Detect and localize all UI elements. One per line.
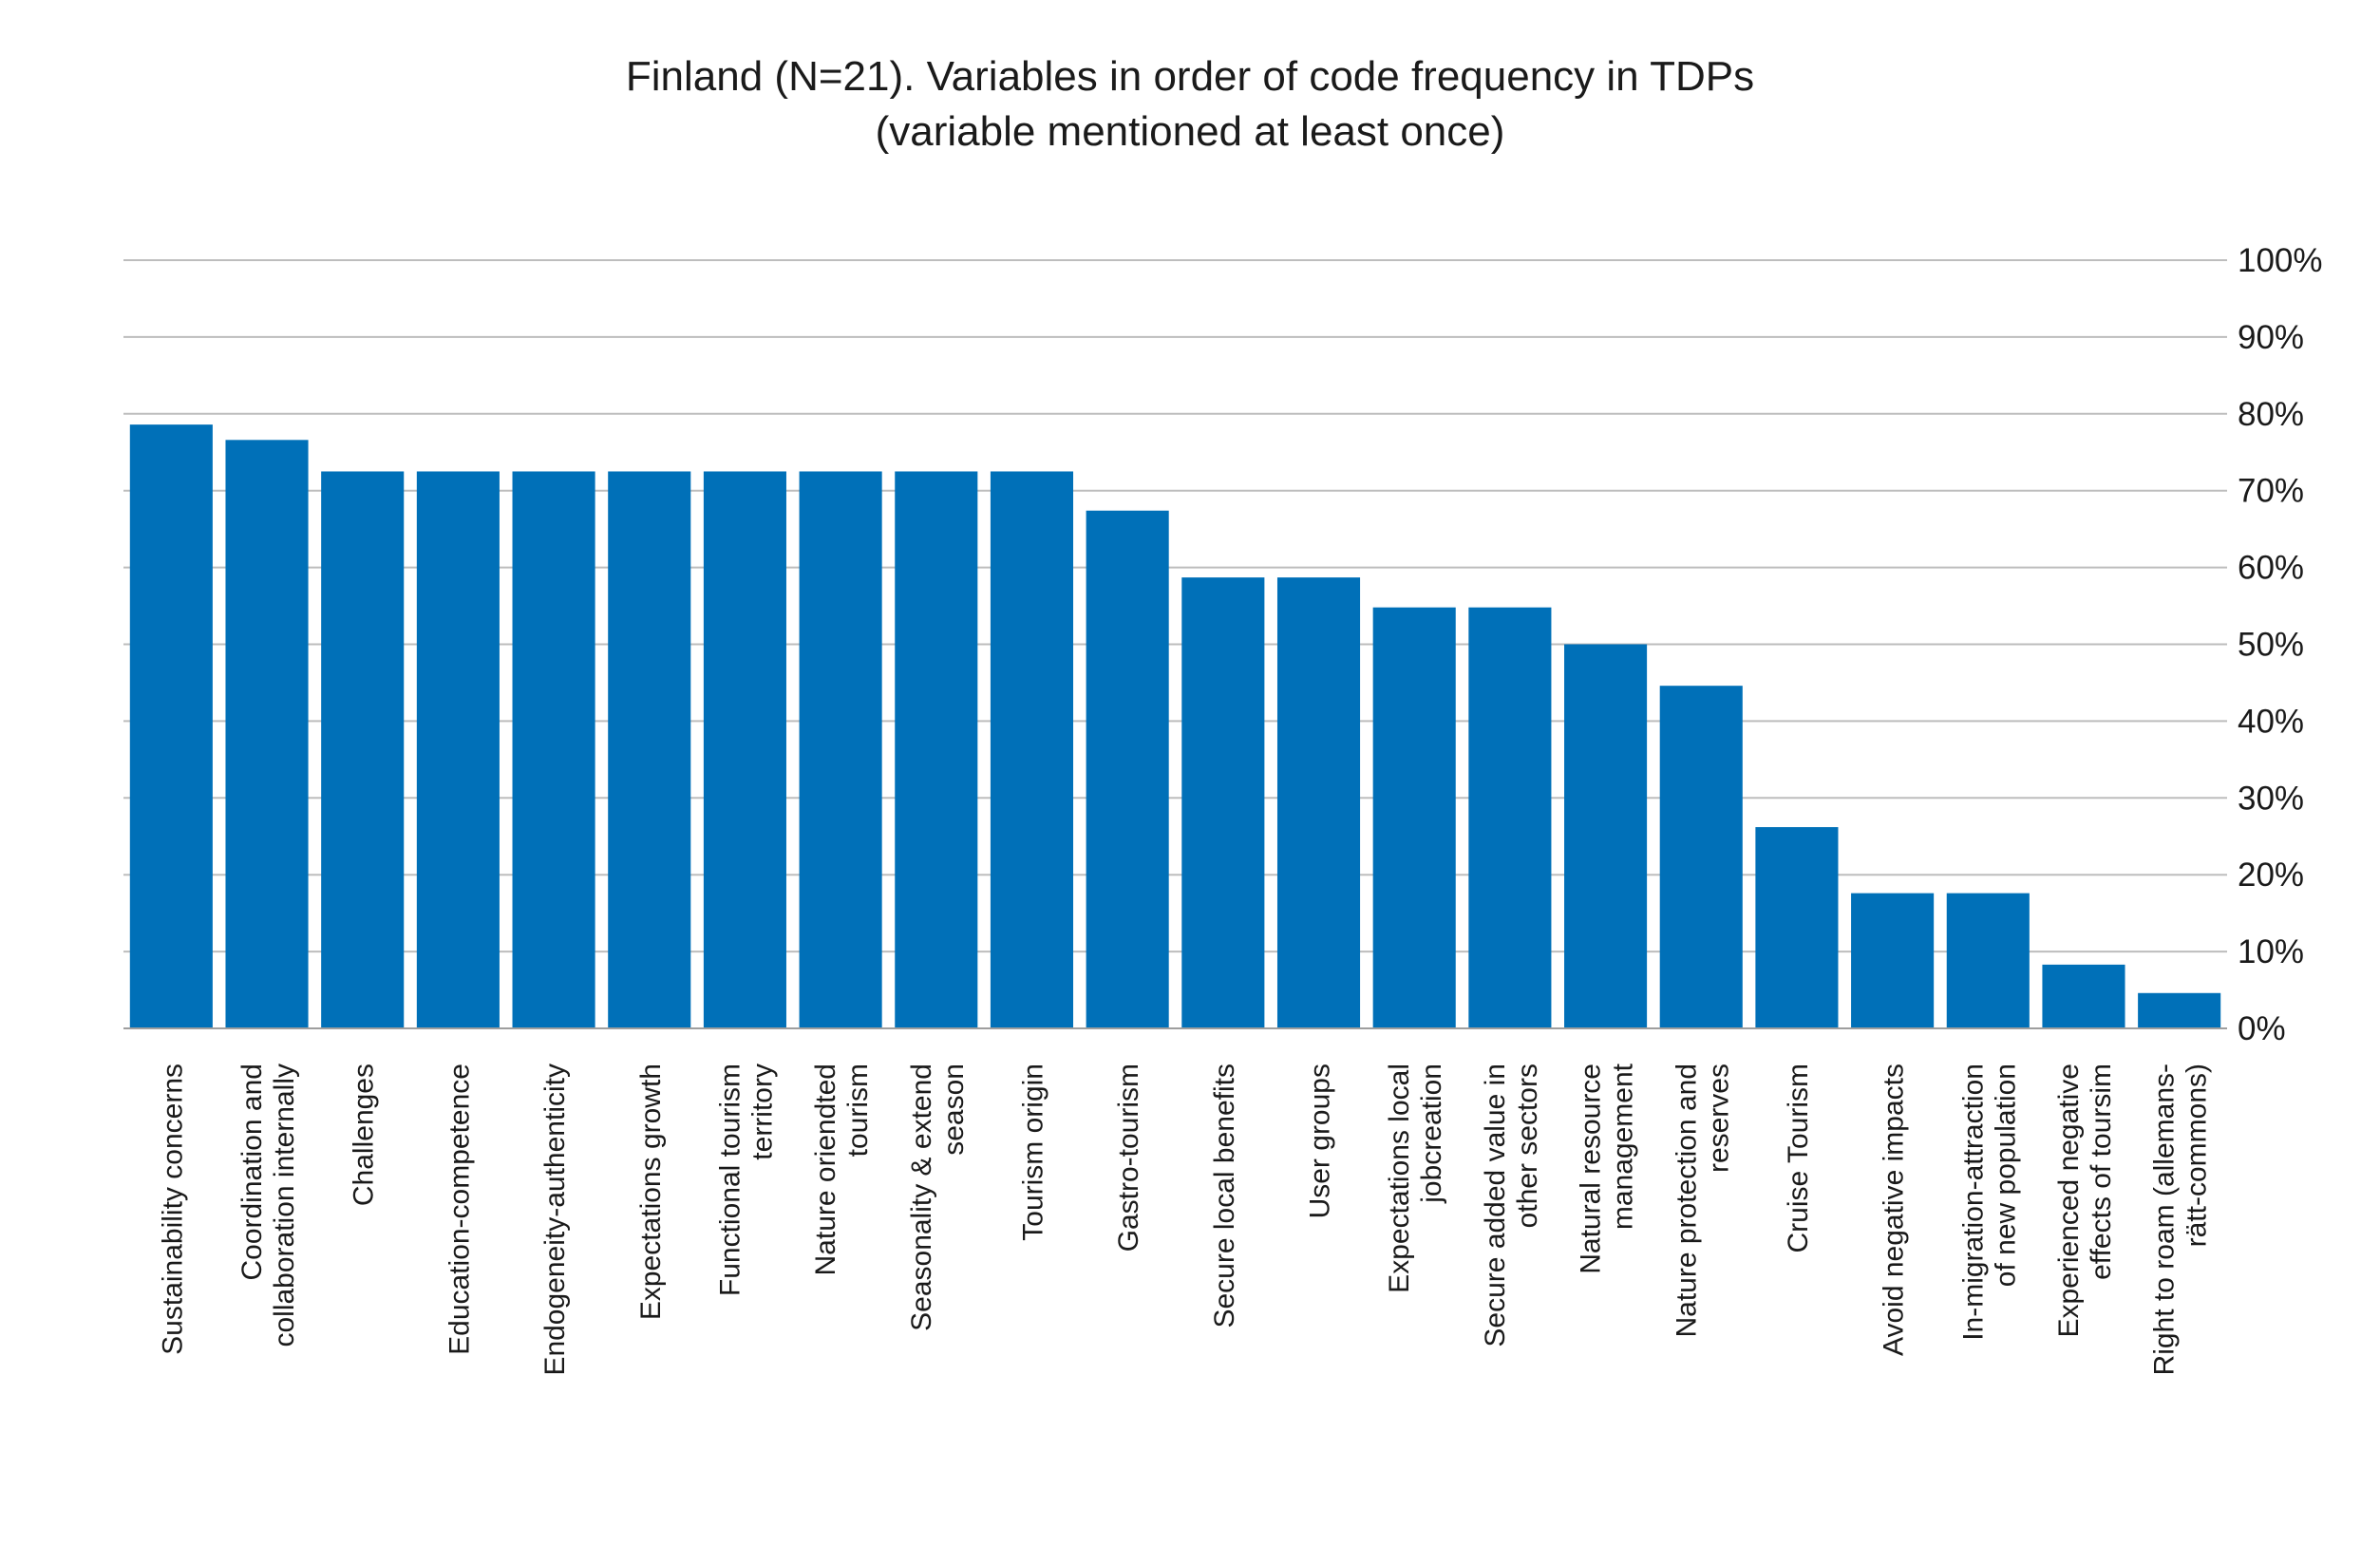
x-tick-label: other sectors [1512, 1064, 1543, 1228]
x-tick-label: Functional tourism [714, 1064, 746, 1296]
x-tick-label: Cruise Tourism [1783, 1064, 1814, 1253]
x-tick-label: Nature oriendted [810, 1064, 841, 1275]
x-tick-label: effects of toursim [2086, 1064, 2117, 1280]
chart-title: Finland (N=21). Variables in order of co… [0, 49, 2380, 160]
bar [1851, 893, 1935, 1028]
y-tick-label: 0% [2238, 1010, 2286, 1047]
x-tick-label: Natural resource [1576, 1064, 1607, 1274]
x-tick-label: Experienced negative [2053, 1064, 2085, 1338]
y-tick-label: 50% [2238, 627, 2304, 664]
bar [895, 471, 978, 1029]
category-labels: Sustainability concerns Coordination and c… [157, 1063, 2212, 1375]
bar [1946, 893, 2030, 1028]
x-tick-label: In-migration-attraction [1957, 1064, 1989, 1341]
bar [1468, 607, 1552, 1028]
x-tick-label: Secure added value in [1480, 1064, 1511, 1347]
x-tick-label: Sustainability concerns [157, 1064, 188, 1355]
x-tick-label: jobcreation [1416, 1064, 1447, 1204]
x-tick-label: Challenges [349, 1064, 380, 1206]
x-tick-label: Expectations growth [635, 1064, 667, 1320]
x-tick-label: User groups [1305, 1064, 1336, 1218]
bar [990, 471, 1074, 1029]
x-tick-label: Right to roam (allemans- [2149, 1064, 2181, 1375]
bar [1276, 577, 1361, 1028]
x-tick-label: rätt-commons) [2182, 1064, 2213, 1247]
x-tick-label: Nature protection and [1671, 1064, 1702, 1338]
x-tick-label: season [938, 1064, 970, 1156]
x-tick-label: Gastro-tourism [1113, 1064, 1144, 1252]
chart-subtitle-line: (variable mentioned at least once) [875, 108, 1505, 155]
y-tick-label: 30% [2238, 780, 2304, 817]
bar [608, 471, 691, 1029]
y-tick-label: 60% [2238, 550, 2304, 587]
x-tick-label: Education-competence [444, 1064, 475, 1355]
x-tick-label: Avoid negative impacts [1879, 1064, 1910, 1356]
x-tick-label: reserves [1703, 1064, 1734, 1173]
x-tick-label: tourism [842, 1064, 874, 1157]
x-tick-label: of new population [1990, 1064, 2021, 1287]
x-tick-label: Expectations local [1384, 1064, 1415, 1293]
bar [512, 471, 595, 1029]
y-tick-label: 10% [2238, 933, 2304, 970]
y-tick-label: 80% [2238, 396, 2304, 433]
y-tick-label: 100% [2238, 242, 2323, 279]
bar [2042, 964, 2125, 1028]
x-tick-label: Tourism origin [1017, 1064, 1048, 1241]
bar [416, 471, 500, 1029]
bar [1372, 607, 1456, 1028]
bars [129, 424, 2221, 1029]
y-tick-label: 70% [2238, 473, 2304, 510]
y-tick-label: 20% [2238, 857, 2304, 894]
y-tick-label: 90% [2238, 319, 2304, 356]
bar [129, 424, 213, 1029]
x-tick-label: Seasonality & extend [906, 1064, 937, 1331]
bar [703, 471, 786, 1029]
x-tick-label: territory [746, 1064, 778, 1160]
axes: 0% 10% 20% 30% 40% 50% 60% 70% 80% 90% 100% [123, 242, 2323, 1047]
bar [1659, 686, 1743, 1028]
bar [2138, 992, 2221, 1028]
x-tick-label: Coordination and [236, 1064, 268, 1281]
x-tick-label: collaboration internally [269, 1064, 300, 1347]
bar [1181, 577, 1265, 1028]
bar [321, 471, 405, 1029]
bar [1564, 644, 1648, 1028]
x-tick-label: Endogeneity-authenticity [539, 1064, 571, 1376]
bar [1086, 510, 1169, 1028]
y-tick-label: 40% [2238, 703, 2304, 740]
bar [1755, 827, 1839, 1028]
x-tick-label: management [1608, 1063, 1639, 1230]
bar [799, 471, 882, 1029]
x-tick-label: Secure local benefits [1209, 1064, 1240, 1328]
bar [225, 440, 309, 1028]
chart-title-line: Finland (N=21). Variables in order of co… [625, 53, 1755, 100]
